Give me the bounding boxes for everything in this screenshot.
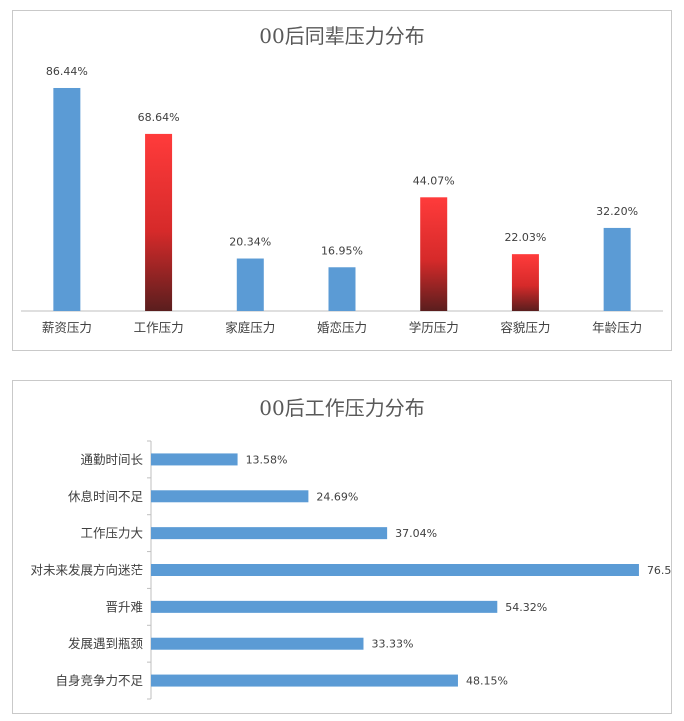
data-label: 16.95%: [321, 244, 363, 257]
chart-title: 00后工作压力分布: [259, 396, 424, 420]
category-label: 休息时间不足: [68, 489, 144, 504]
category-label: 学历压力: [409, 320, 459, 335]
category-label: 自身竞争力不足: [55, 673, 143, 688]
peer-pressure-chart: 00后同辈压力分布 86.44% 薪资压力 68.64% 工作压力 20.34% 家庭压力…: [21, 24, 663, 335]
category-label: 容貌压力: [500, 320, 550, 335]
bar: [151, 674, 458, 687]
bar: [145, 133, 173, 311]
data-label: 37.04%: [395, 527, 437, 540]
bar: [151, 527, 388, 540]
bar: [328, 267, 356, 311]
bar: [151, 490, 309, 503]
data-label: 54.32%: [505, 601, 547, 614]
category-label: 工作压力: [134, 320, 184, 335]
data-label: 76.54%: [647, 564, 671, 577]
data-label: 24.69%: [316, 490, 358, 503]
data-label: 86.44%: [46, 65, 88, 78]
category-label: 薪资压力: [42, 320, 92, 335]
category-label: 对未来发展方向迷茫: [30, 563, 143, 578]
bar: [53, 87, 81, 311]
bar: [236, 258, 264, 311]
category-label: 年龄压力: [592, 320, 642, 335]
data-label: 32.20%: [596, 205, 638, 218]
data-label: 20.34%: [229, 236, 271, 249]
category-label: 工作压力大: [80, 526, 143, 541]
data-label: 48.15%: [466, 675, 508, 688]
bar: [420, 197, 448, 311]
chart-panel-work-pressure: 00后工作压力分布 13.58% 通勤时间长 24.69% 休息时间不足 37.04% 工…: [12, 380, 672, 714]
bar: [151, 453, 238, 466]
category-label: 通勤时间长: [80, 452, 143, 467]
bar: [511, 254, 539, 311]
bar: [151, 637, 364, 650]
work-pressure-chart: 00后工作压力分布 13.58% 通勤时间长 24.69% 休息时间不足 37.04% 工…: [30, 396, 671, 700]
chart-title: 00后同辈压力分布: [259, 24, 424, 48]
data-label: 44.07%: [413, 174, 455, 187]
data-label: 68.64%: [138, 111, 180, 124]
category-label: 婚恋压力: [317, 320, 367, 335]
category-label: 晋升难: [105, 599, 143, 614]
data-label: 13.58%: [246, 453, 288, 466]
bar: [151, 564, 639, 576]
category-label: 家庭压力: [225, 320, 275, 335]
bar: [151, 600, 498, 613]
bar: [603, 227, 631, 311]
chart-panel-peer-pressure: 00后同辈压力分布 86.44% 薪资压力 68.64% 工作压力 20.34% 家庭压力…: [12, 10, 672, 351]
data-label: 33.33%: [371, 638, 413, 651]
category-label: 发展遇到瓶颈: [68, 636, 144, 651]
data-label: 22.03%: [504, 231, 546, 244]
